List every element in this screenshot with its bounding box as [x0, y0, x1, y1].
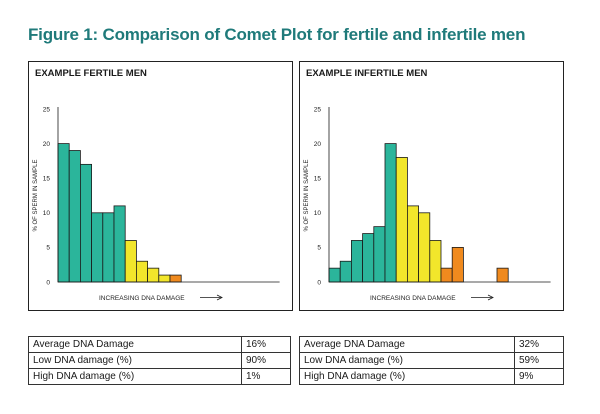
- fertile-chart: 0 5 10 15 20 25 % OF SPERM IN SAMPLE INCREASING…: [33, 106, 280, 302]
- arrow-head-icon: [487, 294, 494, 301]
- y-tick-label: 25: [314, 106, 322, 113]
- bar: [362, 233, 375, 283]
- bar: [91, 212, 104, 283]
- y-tick-label: 25: [43, 106, 51, 113]
- stat-label: Low DNA damage (%): [28, 352, 242, 369]
- bar: [418, 212, 431, 283]
- infertile-chart-title: EXAMPLE INFERTILE MEN: [306, 68, 428, 79]
- table-row: Average DNA Damage 16%: [28, 336, 291, 353]
- stat-value: 90%: [241, 352, 291, 369]
- x-axis-label: INCREASING DNA DAMAGE: [370, 295, 456, 302]
- y-tick-label: 5: [46, 245, 50, 252]
- bar: [169, 274, 182, 283]
- bar: [496, 267, 509, 283]
- y-tick-label: 0: [46, 279, 50, 286]
- bar: [373, 226, 386, 283]
- bar: [147, 267, 160, 283]
- stat-value: 59%: [514, 352, 564, 369]
- stat-value: 9%: [514, 368, 564, 385]
- bar: [158, 274, 171, 283]
- bar: [102, 212, 115, 283]
- bar: [395, 157, 408, 283]
- bar: [124, 240, 137, 283]
- table-row: Low DNA damage (%) 59%: [299, 352, 564, 369]
- y-tick-label: 20: [43, 141, 51, 148]
- arrow-head-icon: [216, 294, 223, 301]
- bar: [113, 205, 126, 283]
- fertile-chart-panel: EXAMPLE FERTILE MEN 0 5 10 15 20 25 % OF SPERM…: [28, 61, 293, 311]
- stat-label: Average DNA Damage: [28, 336, 242, 353]
- y-tick-label: 15: [43, 176, 51, 183]
- table-row: High DNA damage (%) 1%: [28, 368, 291, 385]
- bar: [429, 240, 442, 283]
- stat-label: High DNA damage (%): [299, 368, 515, 385]
- stat-value: 32%: [514, 336, 564, 353]
- y-tick-label: 10: [314, 210, 322, 217]
- figure-title: Figure 1: Comparison of Comet Plot for f…: [28, 25, 526, 44]
- bar: [136, 260, 149, 283]
- bar: [339, 260, 352, 283]
- bar: [328, 267, 341, 283]
- table-row: Low DNA damage (%) 90%: [28, 352, 291, 369]
- table-row: Average DNA Damage 32%: [299, 336, 564, 353]
- stat-value: 1%: [241, 368, 291, 385]
- infertile-chart: 0 5 10 15 20 25 % OF SPERM IN SAMPLE INCREASING…: [304, 106, 551, 302]
- bar: [351, 240, 364, 283]
- bar: [384, 143, 397, 283]
- y-axis-label: % OF SPERM IN SAMPLE: [304, 159, 310, 231]
- x-axis-label: INCREASING DNA DAMAGE: [99, 295, 185, 302]
- fertile-chart-title: EXAMPLE FERTILE MEN: [35, 68, 147, 79]
- bar: [68, 150, 81, 283]
- bar: [451, 246, 464, 283]
- y-tick-label: 0: [317, 279, 321, 286]
- stat-value: 16%: [241, 336, 291, 353]
- stat-label: Low DNA damage (%): [299, 352, 515, 369]
- stat-label: High DNA damage (%): [28, 368, 242, 385]
- y-tick-label: 15: [314, 176, 322, 183]
- bar: [80, 163, 93, 283]
- y-tick-label: 5: [317, 245, 321, 252]
- bar: [407, 205, 420, 283]
- stat-label: Average DNA Damage: [299, 336, 515, 353]
- y-axis-label: % OF SPERM IN SAMPLE: [33, 159, 39, 231]
- infertile-stats-table: Average DNA Damage 32% Low DNA damage (%…: [299, 336, 564, 385]
- bar: [57, 143, 70, 283]
- y-tick-label: 20: [314, 141, 322, 148]
- fertile-stats-table: Average DNA Damage 16% Low DNA damage (%…: [28, 336, 291, 385]
- table-row: High DNA damage (%) 9%: [299, 368, 564, 385]
- bar: [440, 267, 453, 283]
- y-tick-label: 10: [43, 210, 51, 217]
- infertile-chart-panel: EXAMPLE INFERTILE MEN 0 5 10 15 20 25 % OF SPE…: [299, 61, 564, 311]
